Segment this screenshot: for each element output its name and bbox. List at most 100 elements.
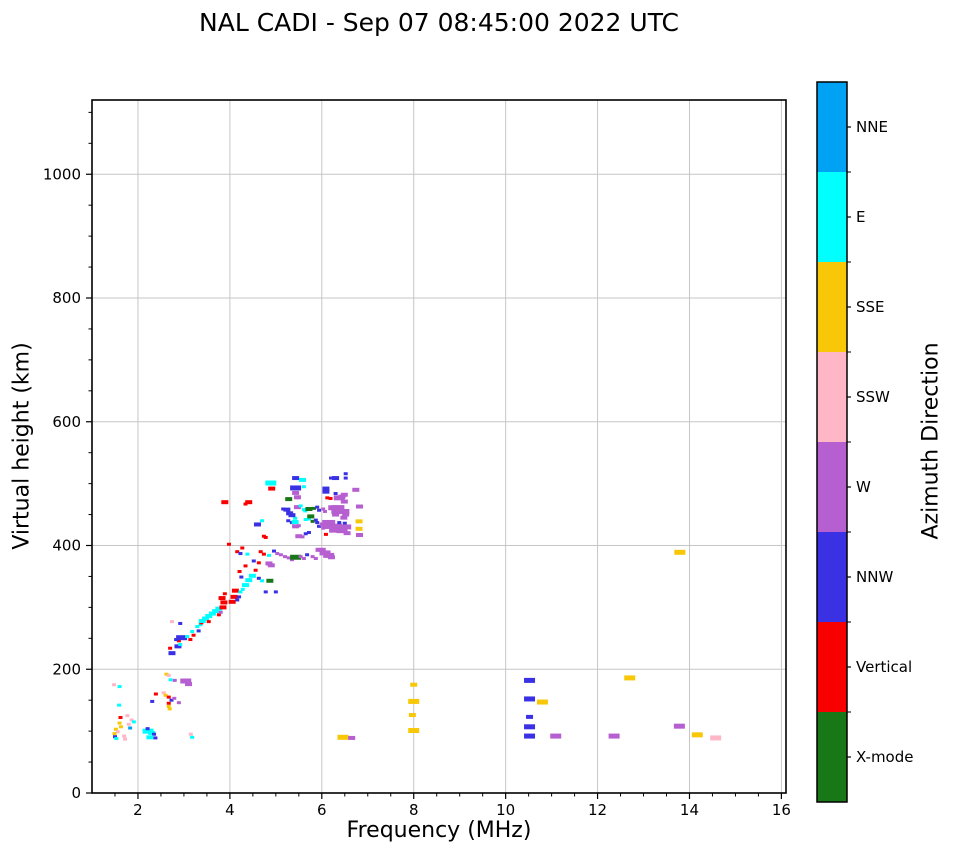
data-point <box>190 630 195 634</box>
data-point <box>191 633 196 637</box>
data-point <box>188 638 193 642</box>
x-tick-label: 10 <box>496 801 515 819</box>
data-point <box>303 518 308 522</box>
data-point <box>303 509 308 513</box>
data-point <box>218 596 226 601</box>
data-point <box>290 554 302 560</box>
data-point <box>321 507 326 511</box>
data-point <box>126 722 131 726</box>
data-point <box>256 576 261 580</box>
data-point <box>145 727 150 731</box>
x-tick-label: 6 <box>317 801 327 819</box>
data-point <box>266 553 271 557</box>
data-point <box>153 692 158 696</box>
data-point <box>331 505 345 515</box>
data-point <box>260 579 265 583</box>
data-point <box>408 713 416 718</box>
data-point <box>174 644 182 649</box>
data-point <box>293 505 301 510</box>
colorbar-segment <box>817 172 847 263</box>
data-point <box>253 568 258 572</box>
data-point <box>117 685 122 689</box>
data-point <box>673 723 685 729</box>
data-point <box>131 720 136 724</box>
data-point <box>168 651 176 656</box>
data-point <box>292 524 300 529</box>
data-point <box>524 696 536 702</box>
data-point <box>315 505 320 509</box>
colorbar-segment <box>817 622 847 713</box>
data-point <box>410 682 418 687</box>
data-point <box>239 575 244 579</box>
colorbar-tick-label: E <box>856 208 865 226</box>
data-point <box>180 678 192 684</box>
data-point <box>337 734 349 740</box>
data-point <box>333 492 338 496</box>
data-point <box>325 496 330 500</box>
colorbar-segment <box>817 712 847 803</box>
data-point <box>536 699 548 705</box>
data-point <box>176 639 181 643</box>
data-point <box>190 735 195 739</box>
data-point <box>152 732 157 736</box>
data-point <box>550 733 562 739</box>
data-point <box>526 714 534 719</box>
data-point <box>256 561 261 565</box>
data-point <box>196 629 201 633</box>
data-point <box>317 524 322 528</box>
data-point <box>125 714 130 718</box>
data-point <box>310 519 315 523</box>
data-point <box>322 489 330 494</box>
data-point <box>340 515 348 520</box>
data-point <box>355 526 363 531</box>
data-point <box>311 506 316 510</box>
data-point <box>710 735 722 741</box>
data-point <box>220 600 228 605</box>
data-point <box>230 594 238 599</box>
data-point <box>286 519 291 523</box>
data-point <box>117 703 122 707</box>
data-point <box>674 549 686 555</box>
data-point <box>327 555 335 560</box>
colorbar-border <box>816 81 848 803</box>
data-point <box>168 678 173 682</box>
y-tick-label: 1000 <box>43 165 81 183</box>
data-point <box>258 550 263 554</box>
data-point <box>178 621 183 625</box>
data-point <box>146 735 154 740</box>
data-point <box>118 725 123 729</box>
data-point <box>328 476 333 480</box>
data-point <box>166 701 171 705</box>
data-point <box>338 508 350 514</box>
data-point <box>176 701 181 705</box>
data-point <box>342 521 347 525</box>
data-point <box>310 555 315 559</box>
data-point <box>307 514 315 519</box>
data-point <box>273 590 278 594</box>
data-point <box>288 513 296 518</box>
data-point <box>315 521 320 525</box>
data-point <box>290 485 302 491</box>
x-tick-label: 8 <box>409 801 419 819</box>
data-point <box>340 492 348 497</box>
data-point <box>408 698 420 704</box>
data-point <box>267 563 275 568</box>
data-point <box>292 476 300 481</box>
data-point <box>112 732 117 736</box>
data-point <box>322 486 330 491</box>
data-point <box>343 476 348 480</box>
data-point <box>286 556 291 560</box>
data-point <box>219 605 227 610</box>
data-point <box>268 486 276 491</box>
data-point <box>248 573 256 578</box>
data-point <box>322 519 336 529</box>
data-point <box>293 516 298 520</box>
data-point <box>292 490 300 495</box>
data-point <box>261 552 266 556</box>
data-point <box>263 590 268 594</box>
data-point <box>221 500 229 505</box>
data-point <box>285 497 293 502</box>
data-point <box>117 721 122 725</box>
data-point <box>305 506 313 511</box>
